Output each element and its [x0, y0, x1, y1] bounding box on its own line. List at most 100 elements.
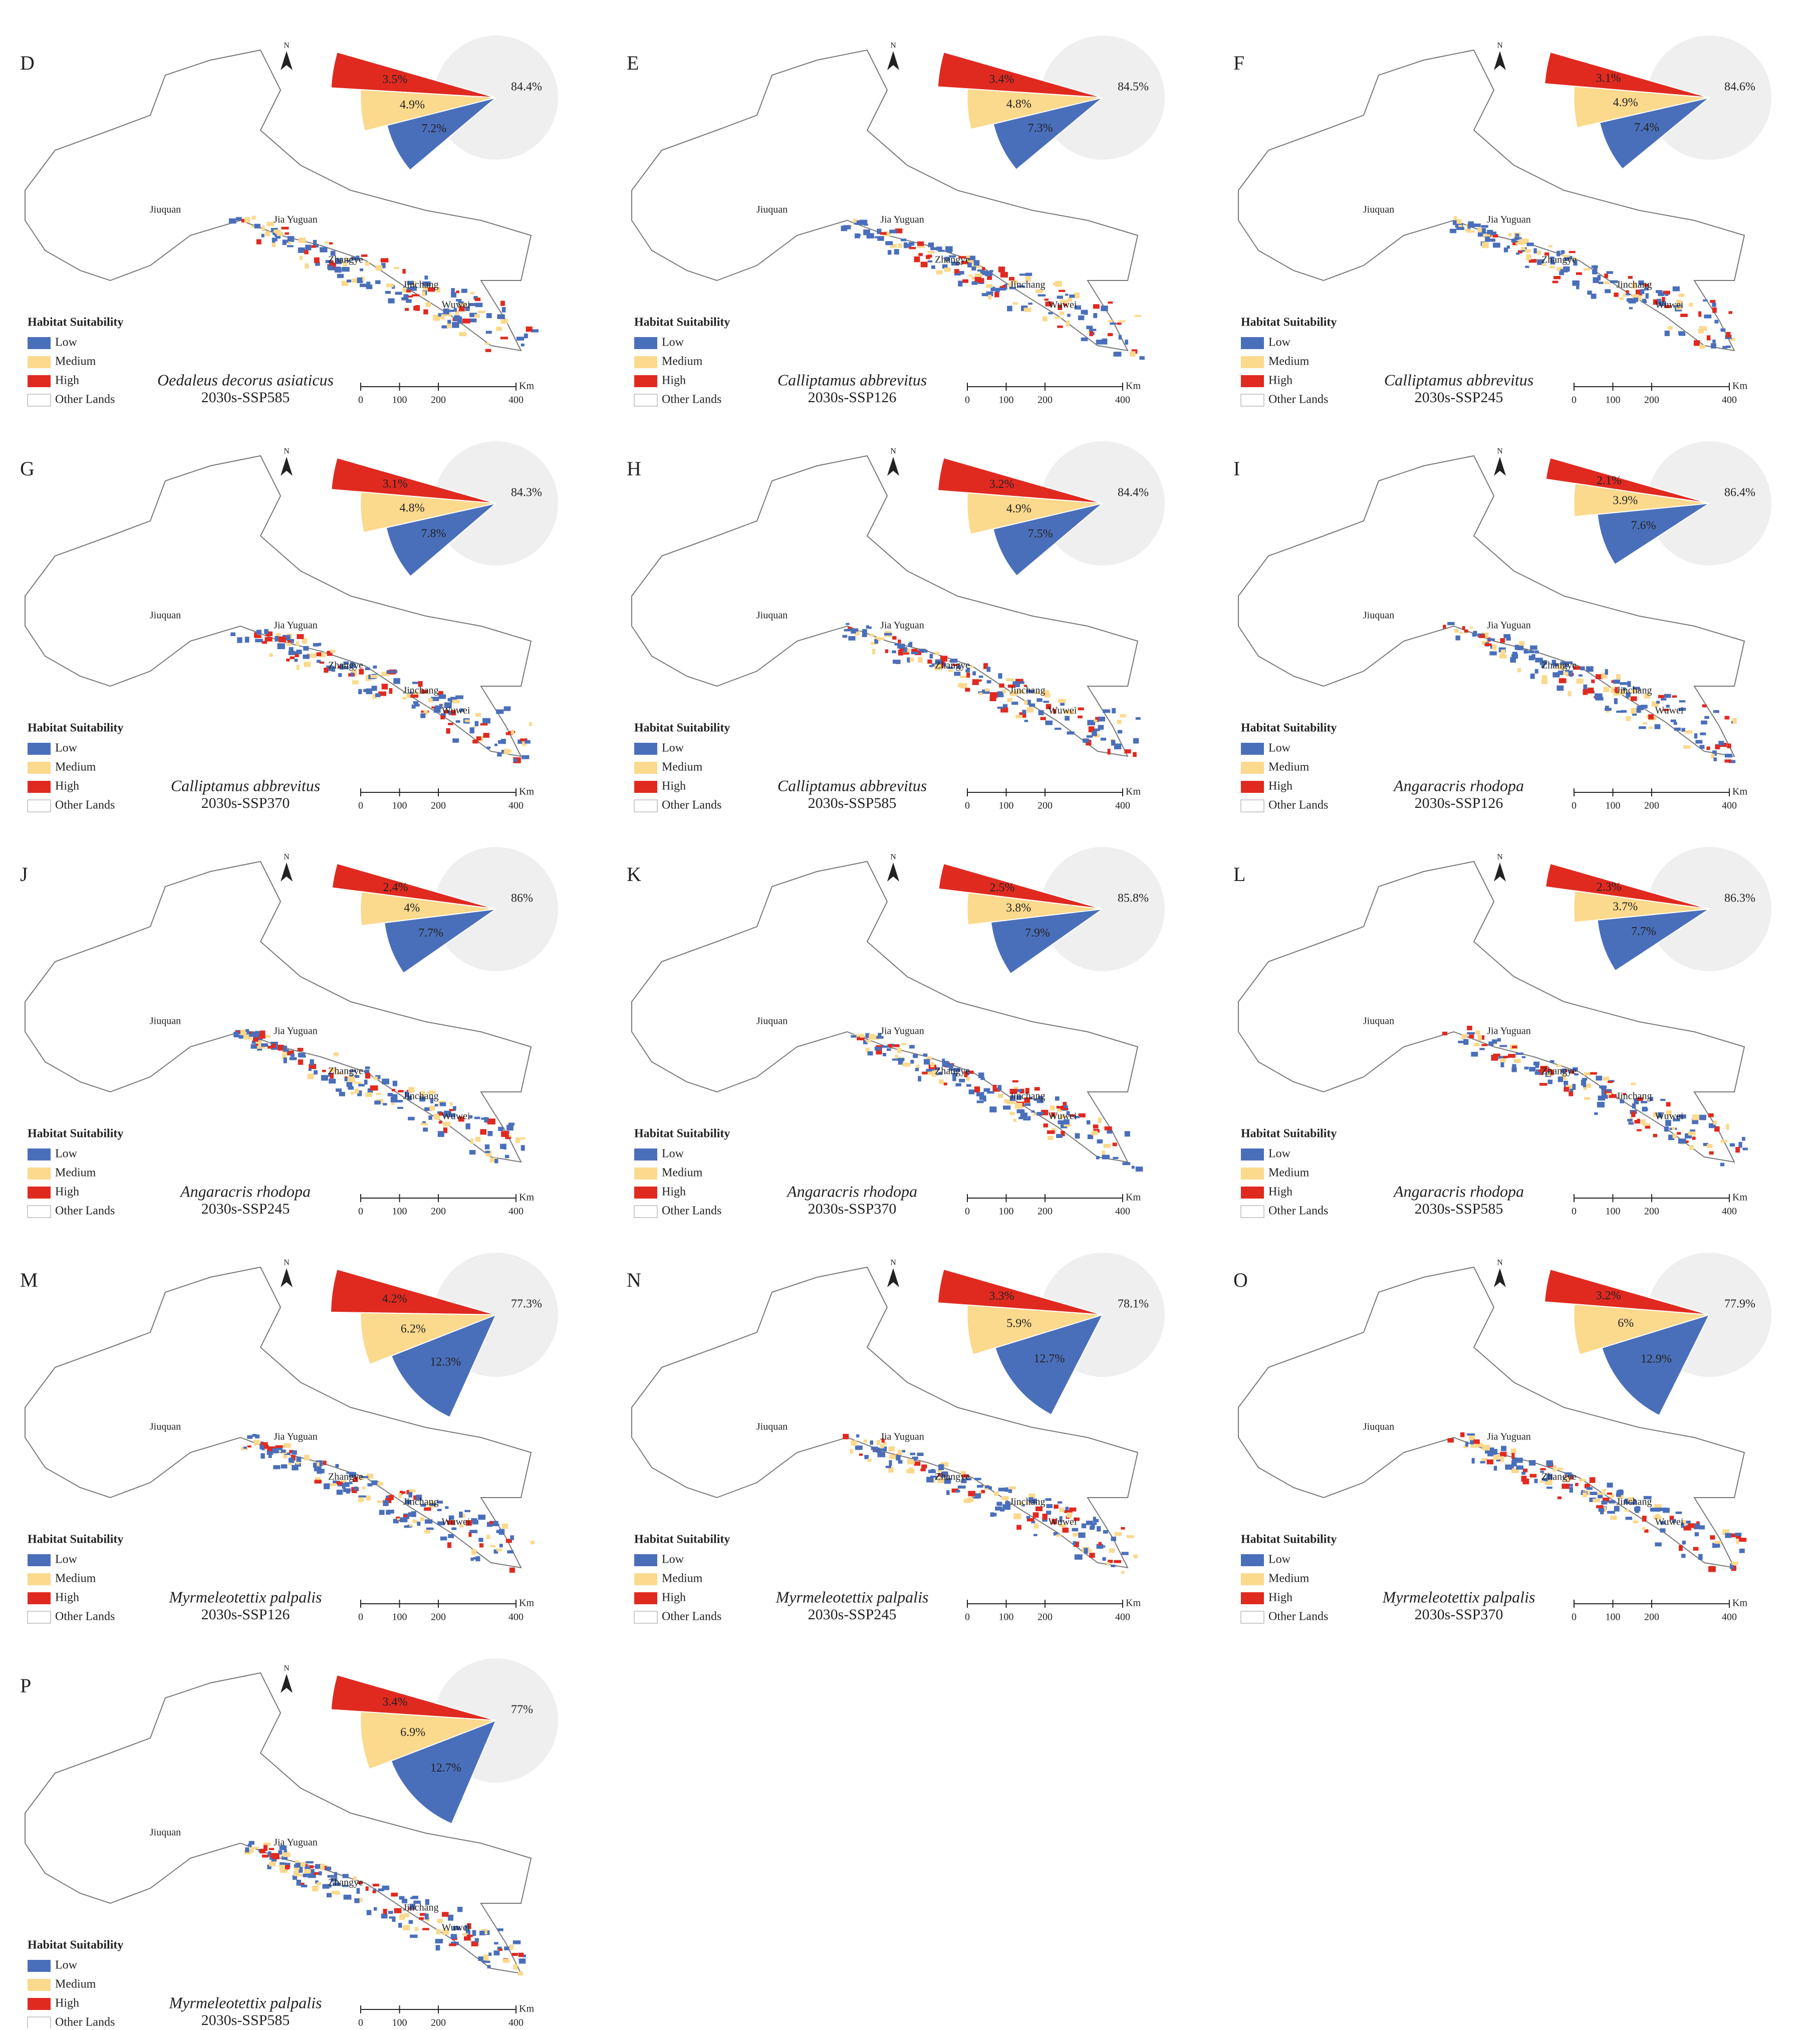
suitability-patch	[509, 1567, 515, 1573]
suitability-patch	[452, 738, 459, 743]
suitability-patch	[447, 320, 451, 326]
suitability-patch	[476, 736, 481, 741]
suitability-patch	[351, 256, 357, 260]
suitability-patch	[296, 1880, 301, 1886]
panel-label: E	[627, 52, 639, 74]
suitability-patch	[399, 1517, 408, 1523]
suitability-patch	[1643, 722, 1647, 725]
suitability-patch	[981, 293, 987, 297]
legend-label: Other Lands	[662, 1610, 721, 1623]
city-label: Jiuquan	[150, 1827, 181, 1838]
suitability-patch	[355, 1075, 360, 1078]
suitability-patch	[461, 288, 467, 293]
suitability-patch	[1043, 316, 1048, 322]
suitability-patch	[974, 273, 982, 277]
suitability-patch	[909, 1045, 915, 1049]
suitability-patch	[1093, 1124, 1099, 1129]
suitability-patch	[1685, 730, 1693, 734]
suitability-patch	[938, 249, 945, 252]
suitability-patch	[268, 1452, 272, 1458]
suitability-patch	[1540, 1066, 1548, 1072]
suitability-patch	[1531, 654, 1535, 659]
suitability-patch	[478, 1538, 483, 1542]
pie-slice	[990, 909, 1103, 975]
suitability-patch	[1114, 1560, 1122, 1563]
suitability-patch	[1672, 1133, 1677, 1138]
suitability-patch	[1694, 1532, 1699, 1537]
suitability-patch	[390, 1096, 398, 1103]
suitability-patch	[1524, 249, 1531, 253]
suitability-patch	[1124, 1131, 1130, 1137]
suitability-patch	[452, 699, 460, 704]
suitability-patch	[358, 1495, 366, 1498]
suitability-patch	[1609, 1094, 1617, 1098]
legend-title: Habitat Suitability	[28, 1939, 123, 1952]
suitability-patch	[880, 232, 887, 235]
suitability-patch	[501, 1131, 509, 1137]
suitability-patch	[475, 1136, 481, 1142]
suitability-patch	[1008, 282, 1012, 288]
city-label: Jinchang	[1616, 685, 1652, 696]
suitability-patch	[1514, 236, 1520, 240]
pie-slice	[331, 457, 496, 504]
city-label: Zhangye	[328, 1472, 363, 1483]
suitability-patch	[1467, 1433, 1475, 1436]
suitability-patch	[938, 1072, 942, 1075]
suitability-patch	[1642, 1106, 1648, 1112]
suitability-patch	[298, 1059, 304, 1065]
suitability-patch	[311, 245, 316, 248]
suitability-patch	[1465, 228, 1470, 232]
legend-label: High	[55, 780, 79, 793]
suitability-patch	[283, 1049, 289, 1052]
suitability-patch	[399, 1896, 405, 1900]
legend-swatch	[1241, 337, 1264, 349]
pie-slice	[937, 457, 1103, 504]
suitability-patch	[497, 740, 502, 744]
suitability-patch	[381, 672, 389, 677]
suitability-patch	[478, 1956, 486, 1961]
pie-value-label: 3.2%	[1596, 1289, 1621, 1302]
suitability-patch	[262, 225, 265, 231]
suitability-patch	[1672, 1519, 1676, 1523]
suitability-patch	[354, 1081, 362, 1084]
pie-value-label: 7.8%	[421, 527, 446, 540]
pie-value-label: 77.3%	[511, 1298, 542, 1311]
suitability-patch	[971, 266, 976, 271]
pie-value-label: 85.8%	[1118, 892, 1149, 905]
suitability-patch	[413, 701, 419, 704]
suitability-patch	[404, 1913, 409, 1918]
suitability-patch	[1024, 1097, 1030, 1103]
suitability-patch	[903, 647, 907, 653]
pie-value-label: 7.6%	[1631, 519, 1656, 532]
north-label: N	[284, 1664, 290, 1673]
suitability-patch	[1116, 323, 1122, 325]
suitability-patch	[464, 1510, 470, 1513]
suitability-patch	[1007, 684, 1015, 688]
suitability-patch	[1724, 759, 1732, 763]
suitability-patch	[522, 755, 530, 759]
legend-swatch	[1240, 394, 1264, 407]
suitability-patch	[285, 232, 290, 235]
legend-label: Low	[662, 1147, 684, 1161]
suitability-patch	[1106, 1562, 1110, 1566]
suitability-patch	[1069, 1114, 1075, 1117]
city-label: Wuwei	[1049, 300, 1077, 311]
suitability-patch	[1658, 695, 1665, 698]
suitability-patch	[497, 314, 505, 320]
scale-tick-label: 200	[1037, 395, 1053, 406]
suitability-patch	[1676, 307, 1682, 310]
suitability-patch	[980, 1077, 985, 1080]
suitability-patch	[1692, 1118, 1699, 1124]
scale-tick-label: 0	[358, 2017, 363, 2028]
suitability-patch	[1057, 296, 1064, 299]
suitability-patch	[343, 261, 348, 267]
suitability-patch	[1658, 301, 1667, 306]
suitability-patch	[509, 1944, 514, 1950]
suitability-patch	[909, 658, 914, 662]
suitability-patch	[485, 349, 491, 352]
pie-slice-other	[436, 1253, 558, 1377]
suitability-patch	[491, 1524, 499, 1527]
suitability-patch	[507, 1550, 514, 1554]
suitability-patch	[1008, 1489, 1012, 1493]
suitability-patch	[250, 1044, 257, 1049]
